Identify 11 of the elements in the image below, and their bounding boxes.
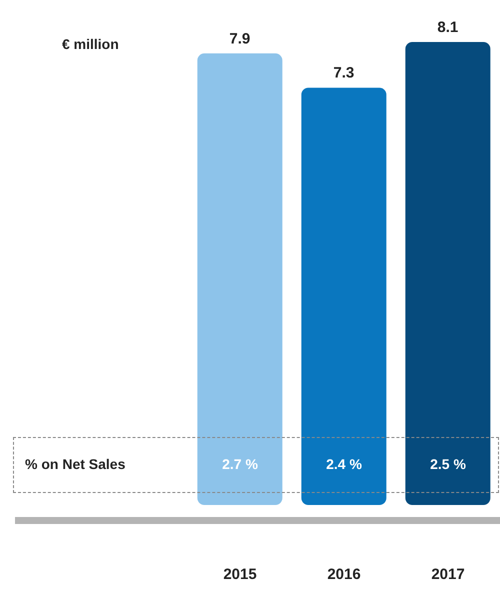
data-label: 8.1 (437, 19, 458, 36)
x-tick-label: 2016 (327, 566, 361, 583)
annotation: 2.5 % (429, 456, 467, 472)
data-label: 7.9 (229, 30, 250, 48)
x-tick-label: 2017 (431, 566, 465, 583)
data-label: 7.3 (333, 64, 354, 82)
y-axis-title: € million (62, 36, 119, 52)
text: % on Net Sales (25, 456, 126, 472)
x-tick-label: 2015 (223, 566, 257, 583)
annotation: 2.4 % (325, 456, 363, 472)
annotation: 2.7 % (221, 456, 259, 472)
